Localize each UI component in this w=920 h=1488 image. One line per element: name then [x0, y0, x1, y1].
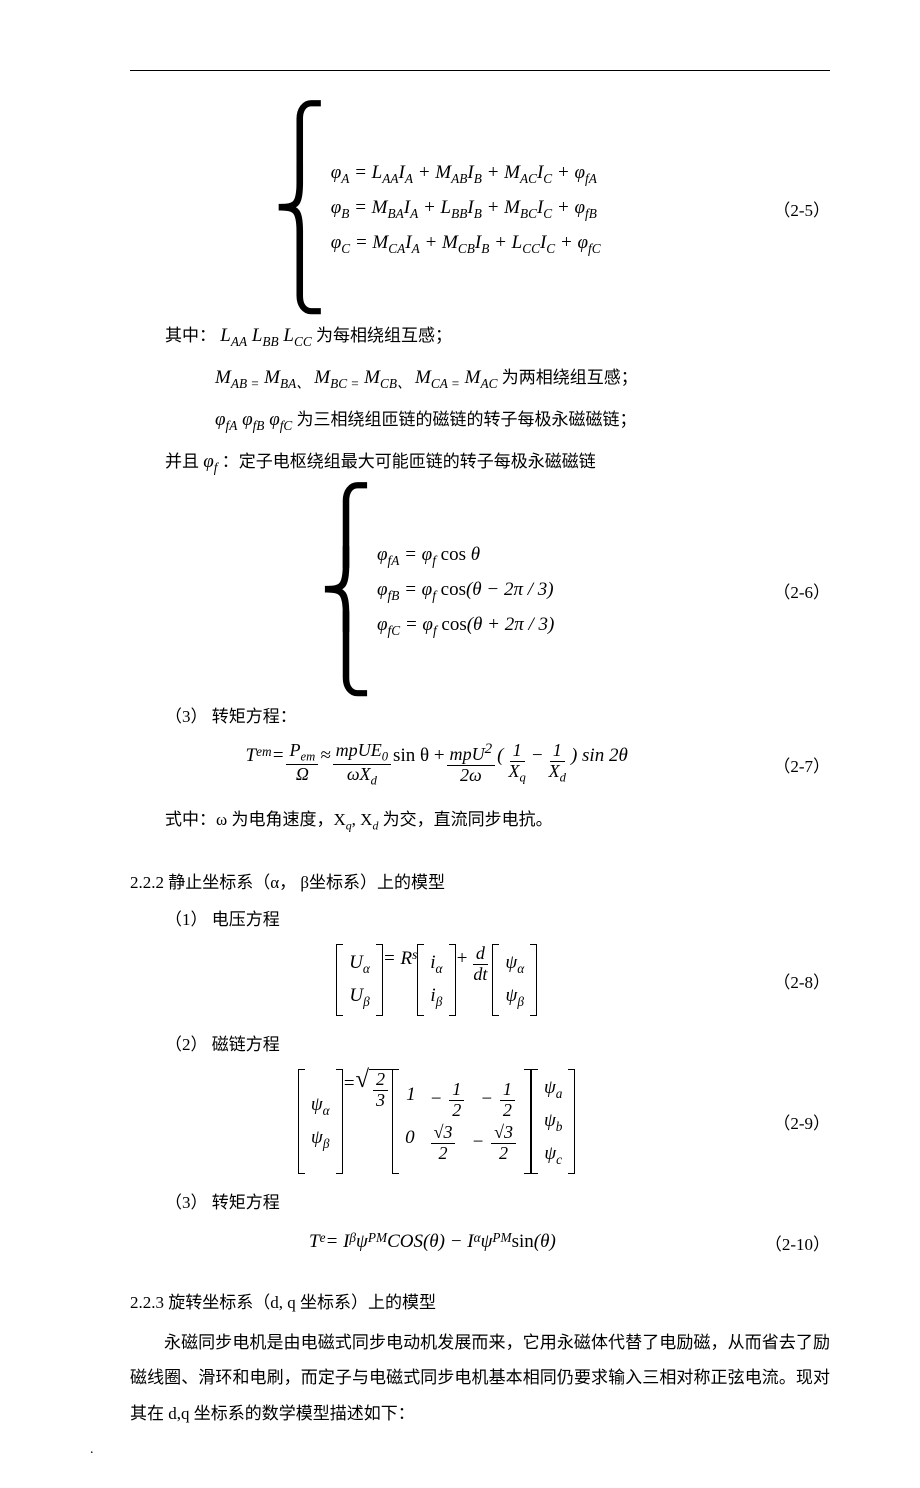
page: ⎧⎨⎩ φA = LAAIA + MABIB + MACIC + φfAφB =… — [0, 0, 920, 1488]
eq-num: （2-7） — [743, 752, 830, 777]
para-2-2-3: 永磁同步电机是由电磁式同步电动机发展而来，它用永磁体代替了电励磁，从而省去了励磁… — [130, 1325, 830, 1432]
eq-num: （2-8） — [743, 968, 830, 993]
eq-num: （2-10） — [735, 1230, 830, 1255]
footer-mark: . — [90, 1442, 94, 1458]
top-rule — [130, 70, 830, 71]
equation-2-7: Tem = PemΩ ≈ mpUE0ωXd sin θ + mpU22ω (1X… — [130, 741, 830, 789]
brace-icon: ⎧⎨⎩ — [273, 111, 327, 305]
equation-2-9: ψαψβ = √231− 12− 120√32− √32ψaψbψc （2-9） — [130, 1069, 830, 1174]
brace-icon: ⎧⎨⎩ — [319, 493, 373, 687]
item-flux-eq: （2） 磁链方程 — [130, 1030, 830, 1055]
equation-2-10: Te = IβψPM COS(θ) − IαψPM sin(θ) （2-10） — [130, 1227, 830, 1257]
equation-2-5: ⎧⎨⎩ φA = LAAIA + MABIB + MACIC + φfAφB =… — [130, 111, 830, 305]
after-2-7-text: 式中：ω 为电角速度，Xq, Xd 为交，直流同步电抗。 — [130, 803, 830, 838]
where-line-2: MAB = MBA、 MBC = MCB、 MCA = MAC 为两相绕组互感； — [130, 361, 830, 395]
section-2-2-2: 2.2.2 静止坐标系（α， β坐标系）上的模型 — [130, 868, 830, 893]
where-line-1: 其中： LAA LBB LCC 为每相绕组互感； — [130, 319, 830, 353]
item-voltage-eq: （1） 电压方程 — [130, 905, 830, 930]
equation-2-6: ⎧⎨⎩ φfA = φf cos θφfB = φf cos(θ − 2π / … — [130, 493, 830, 687]
equation-2-8: UαUβ = Rsiαiβ + ddtψαψβ （2-8） — [130, 944, 830, 1016]
eq-num: （2-9） — [743, 1109, 830, 1134]
where-line-4: 并且 φf ：定子电枢绕组最大可能匝链的转子每极永磁磁链 — [130, 445, 830, 479]
item-torque-eq: （3） 转矩方程： — [130, 702, 830, 727]
eq-num: （2-6） — [743, 578, 830, 603]
eq-num: （2-5） — [743, 196, 830, 221]
item-torque-eq-2: （3） 转矩方程 — [130, 1188, 830, 1213]
where-line-3: φfA φfB φfC 为三相绕组匝链的磁链的转子每极永磁磁链； — [130, 403, 830, 437]
section-2-2-3: 2.2.3 旋转坐标系（d, q 坐标系）上的模型 — [130, 1288, 830, 1313]
